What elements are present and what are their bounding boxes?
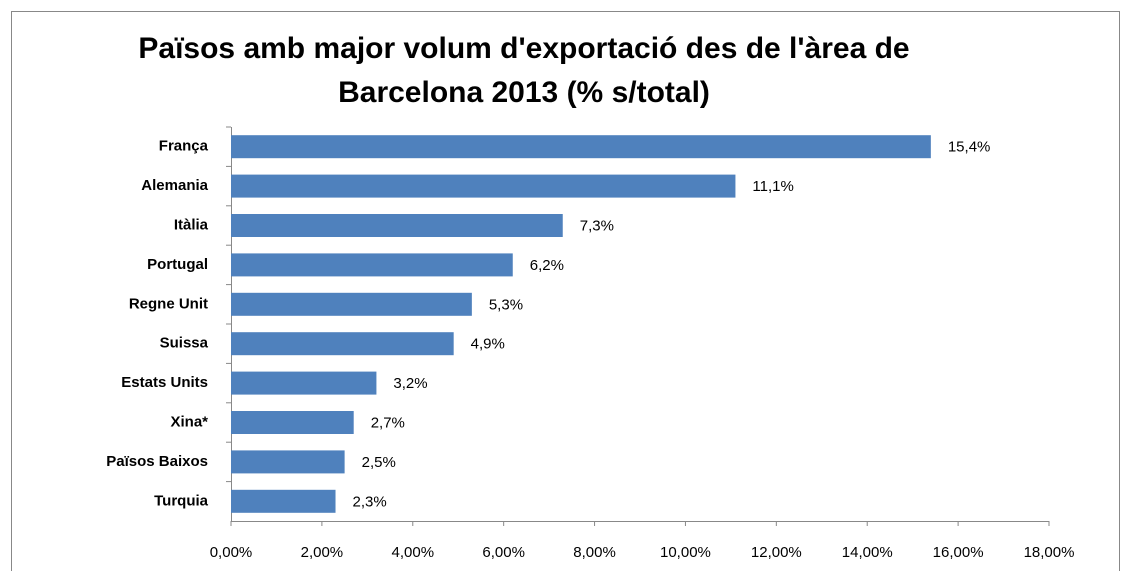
value-label: 2,3% — [353, 493, 387, 510]
chart-frame — [11, 11, 1120, 571]
y-tick-label: Suissa — [160, 335, 209, 352]
chart-title: Barcelona 2013 (% s/total) — [338, 76, 710, 109]
bar — [231, 174, 736, 198]
y-tick-label: Estats Units — [121, 374, 208, 391]
x-tick-label: 12,00% — [751, 544, 802, 561]
y-tick-label: França — [159, 138, 209, 155]
bar — [231, 135, 931, 159]
bar — [231, 450, 345, 474]
chart-title: Països amb major volum d'exportació des … — [138, 32, 909, 65]
value-label: 3,2% — [393, 375, 427, 392]
y-tick-label: Xina* — [170, 413, 208, 430]
x-tick-label: 14,00% — [842, 544, 893, 561]
value-label: 11,1% — [752, 178, 793, 195]
value-label: 15,4% — [948, 139, 991, 156]
value-label: 5,3% — [489, 296, 523, 313]
x-tick-label: 18,00% — [1024, 544, 1075, 561]
y-tick-label: Portugal — [147, 256, 208, 273]
y-tick-label: Països Baixos — [106, 453, 208, 470]
y-tick-label: Alemania — [141, 177, 208, 194]
value-label: 6,2% — [530, 257, 564, 274]
bar — [231, 371, 377, 395]
y-tick-label: Regne Unit — [129, 295, 208, 312]
x-tick-label: 4,00% — [392, 544, 435, 561]
value-label: 2,5% — [362, 454, 396, 471]
x-tick-label: 6,00% — [482, 544, 525, 561]
x-tick-label: 16,00% — [933, 544, 984, 561]
y-tick-label: Turquia — [154, 492, 209, 509]
x-tick-label: 0,00% — [210, 544, 253, 561]
x-tick-label: 2,00% — [301, 544, 344, 561]
bar — [231, 489, 336, 513]
bar — [231, 292, 472, 316]
value-label: 7,3% — [580, 217, 614, 234]
x-tick-label: 10,00% — [660, 544, 711, 561]
bar — [231, 411, 354, 434]
bar — [231, 214, 563, 237]
value-label: 2,7% — [371, 414, 405, 431]
bar — [231, 332, 454, 356]
y-tick-label: Itàlia — [174, 216, 209, 233]
x-tick-label: 8,00% — [573, 544, 616, 561]
value-label: 4,9% — [471, 336, 505, 353]
bar — [231, 253, 513, 277]
